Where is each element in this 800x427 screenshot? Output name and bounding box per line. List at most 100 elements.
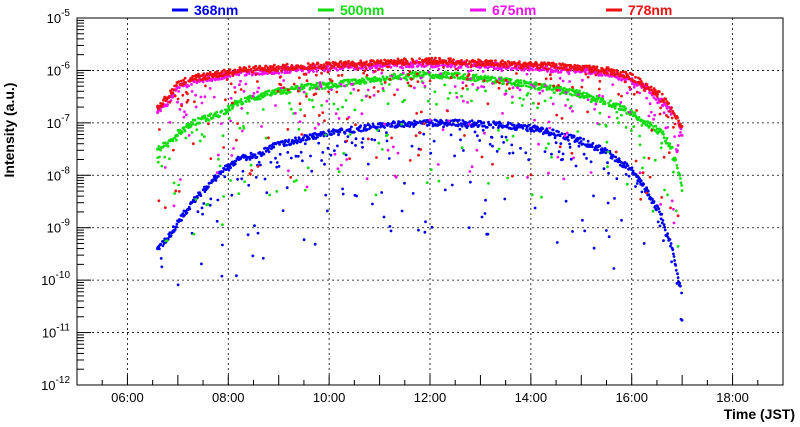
- data-point: [674, 158, 678, 162]
- data-point: [616, 69, 619, 73]
- data-point: [561, 88, 564, 92]
- data-point: [547, 171, 550, 175]
- data-point: [352, 87, 356, 91]
- data-point: [298, 120, 302, 123]
- data-point: [672, 125, 675, 129]
- data-point: [280, 88, 283, 92]
- series-368nm: [156, 118, 684, 322]
- data-point: [340, 163, 343, 167]
- data-point: [315, 87, 318, 91]
- data-point: [670, 116, 674, 120]
- data-point: [659, 203, 662, 206]
- data-point: [483, 79, 486, 82]
- data-point: [380, 68, 384, 72]
- data-point: [359, 124, 363, 128]
- data-point: [461, 81, 465, 84]
- data-point: [323, 82, 326, 86]
- data-point: [389, 58, 393, 62]
- data-point: [349, 91, 353, 95]
- data-point: [497, 67, 501, 71]
- data-point: [541, 89, 545, 93]
- data-point: [346, 135, 350, 139]
- data-point: [306, 166, 310, 170]
- data-point: [281, 67, 284, 70]
- y-tick-base: 10: [41, 273, 55, 288]
- data-point: [651, 209, 655, 213]
- data-point: [678, 281, 682, 285]
- data-point: [204, 84, 207, 88]
- data-point: [551, 88, 554, 92]
- data-point: [487, 182, 490, 185]
- data-point: [633, 80, 637, 83]
- data-point: [241, 102, 245, 105]
- data-point: [187, 84, 191, 88]
- data-point: [264, 64, 268, 68]
- data-point: [255, 155, 259, 159]
- data-point: [660, 92, 664, 96]
- data-point: [173, 192, 177, 195]
- data-point: [665, 100, 669, 104]
- data-point: [163, 141, 167, 145]
- data-point: [181, 93, 185, 97]
- data-point: [186, 92, 189, 96]
- data-point: [568, 142, 571, 146]
- data-point: [355, 194, 358, 198]
- data-point: [156, 160, 160, 164]
- data-point: [222, 76, 226, 80]
- data-point: [559, 142, 563, 146]
- data-point: [649, 123, 653, 127]
- data-point: [582, 91, 585, 95]
- y-tick-label: 10-5: [47, 8, 71, 26]
- data-point: [637, 116, 641, 119]
- data-point: [201, 188, 205, 192]
- data-point: [258, 151, 262, 154]
- data-point: [659, 217, 663, 221]
- data-point: [589, 94, 592, 98]
- data-point: [536, 106, 539, 110]
- data-point: [568, 80, 571, 83]
- data-point: [399, 120, 403, 124]
- data-point: [416, 121, 420, 125]
- data-point: [352, 130, 356, 134]
- data-point: [519, 146, 522, 150]
- data-point: [526, 129, 529, 133]
- data-point: [568, 106, 572, 110]
- data-point: [470, 63, 473, 67]
- data-point: [581, 69, 584, 72]
- data-point: [435, 119, 439, 123]
- data-point: [551, 102, 555, 106]
- data-point: [452, 58, 455, 62]
- data-point: [207, 119, 211, 122]
- data-point: [191, 122, 195, 126]
- data-point: [266, 93, 269, 96]
- data-point: [516, 86, 519, 90]
- data-point: [215, 110, 219, 114]
- data-point: [533, 124, 536, 128]
- data-point: [294, 111, 297, 115]
- data-point: [196, 78, 199, 82]
- data-point: [193, 118, 197, 122]
- data-point: [423, 230, 427, 234]
- data-point: [401, 100, 405, 104]
- data-point: [171, 91, 175, 95]
- data-point: [239, 98, 243, 101]
- data-point: [260, 125, 263, 128]
- data-point: [432, 139, 436, 143]
- data-point: [484, 198, 487, 202]
- data-point: [498, 77, 501, 81]
- data-point: [250, 153, 254, 156]
- data-point: [419, 148, 423, 151]
- data-point: [676, 276, 680, 279]
- data-point: [662, 223, 666, 227]
- data-point: [175, 84, 178, 87]
- data-point: [416, 80, 420, 83]
- data-point: [285, 66, 288, 70]
- data-point: [202, 72, 206, 75]
- y-tick-base: 10: [47, 116, 61, 131]
- data-point: [512, 66, 515, 70]
- data-point: [624, 126, 628, 129]
- data-point: [247, 72, 251, 75]
- data-point: [388, 77, 392, 81]
- data-point: [613, 106, 617, 110]
- data-point: [180, 104, 184, 108]
